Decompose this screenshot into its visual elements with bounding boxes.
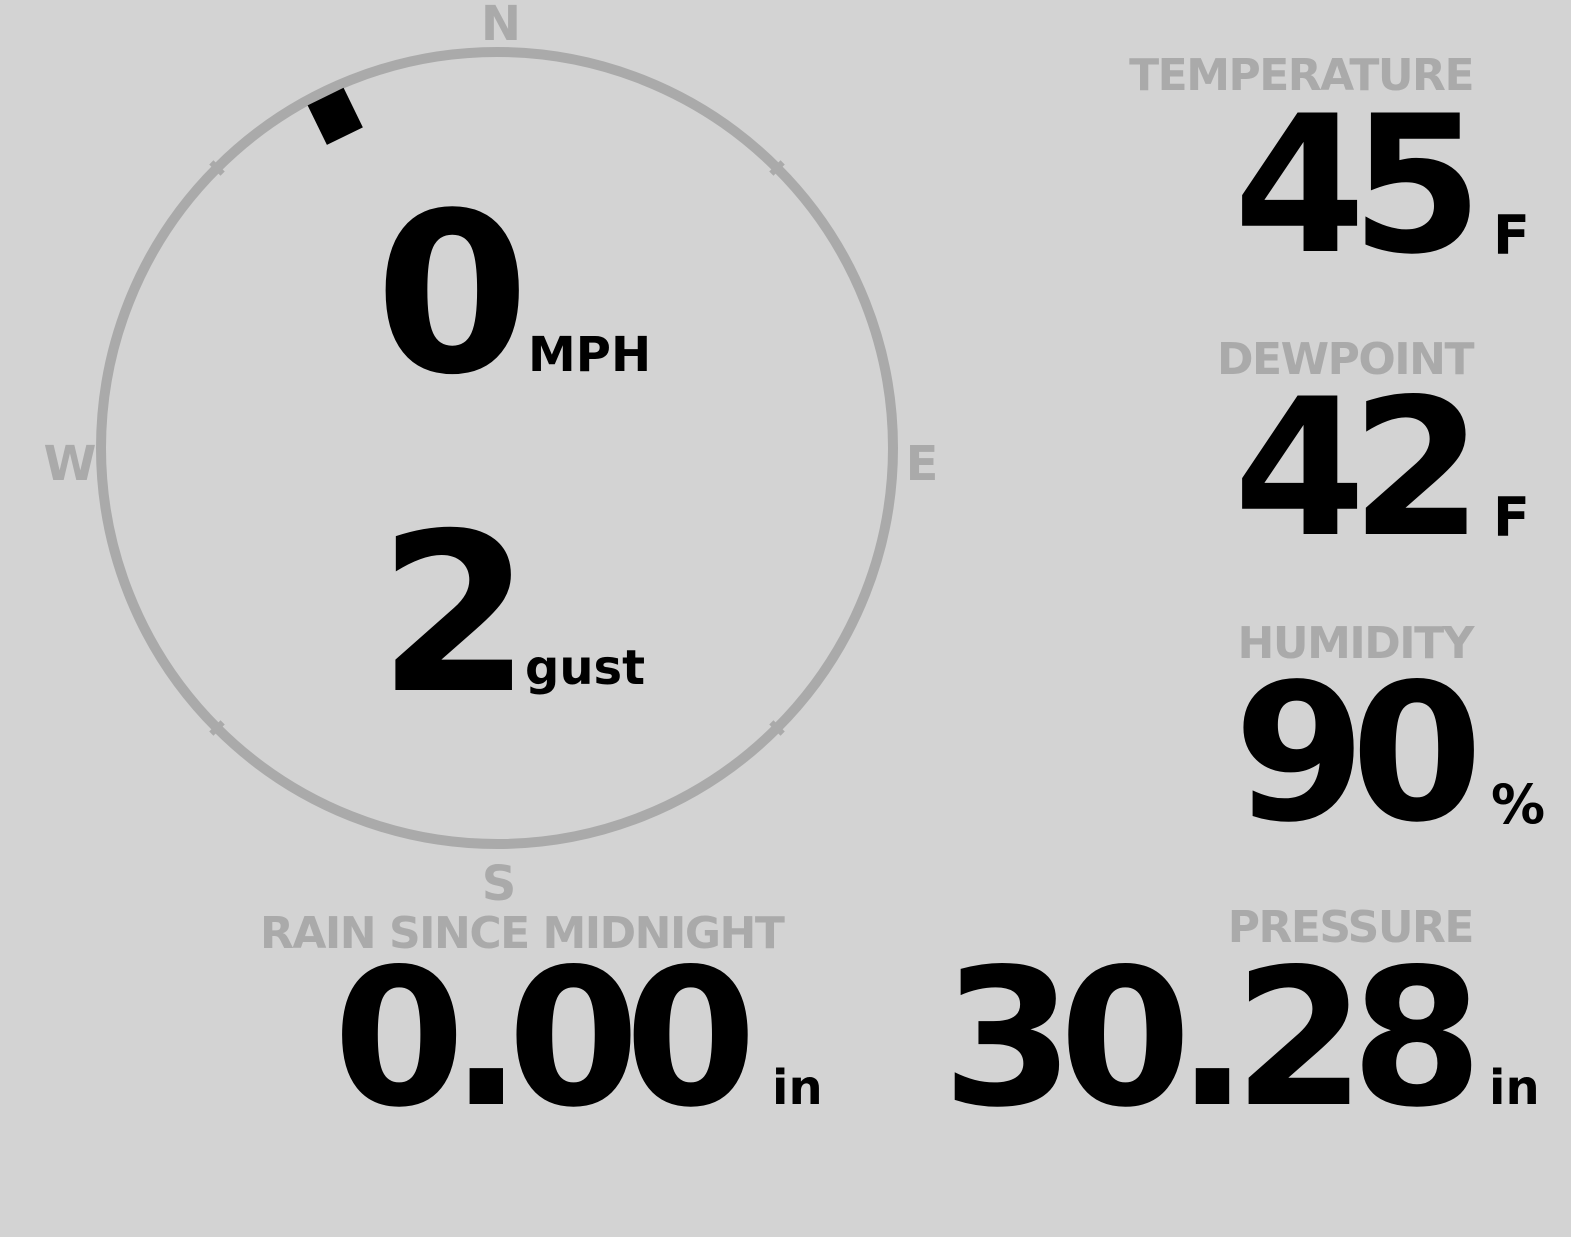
compass-tick [769,160,785,176]
dewpoint-value: 42 [1233,358,1483,579]
rain-label: RAIN SINCE MIDNIGHT [260,908,785,959]
dewpoint-label: DEWPOINT [1217,334,1474,385]
pressure-label: PRESSURE [1227,902,1475,953]
compass-tick [209,720,225,736]
temperature-label: TEMPERATURE [1129,50,1474,101]
rain-unit: in [772,1060,823,1116]
wind-speed-value: 0 [375,166,530,424]
compass-tick [769,720,785,736]
wind-gust-label: gust [525,640,646,696]
pressure-unit: in [1489,1060,1540,1116]
wind-speed-unit: MPH [528,327,652,383]
compass-south-label: S [481,856,517,912]
compass-tick [209,160,225,176]
compass-north-label: N [480,0,522,52]
rain-value: 0.00 [333,928,757,1149]
compass-ring [96,47,898,849]
wind-gust-value: 2 [378,486,531,742]
temperature-unit: F [1493,204,1530,267]
dewpoint-unit: F [1493,486,1530,549]
humidity-label: HUMIDITY [1237,618,1475,669]
wind-direction-marker [307,87,363,145]
humidity-value: 90 [1233,643,1483,864]
compass-east-label: E [905,436,939,492]
pressure-value: 30.28 [942,928,1483,1149]
humidity-unit: % [1491,773,1546,836]
compass-west-label: W [43,436,97,492]
temperature-value: 45 [1233,75,1483,296]
